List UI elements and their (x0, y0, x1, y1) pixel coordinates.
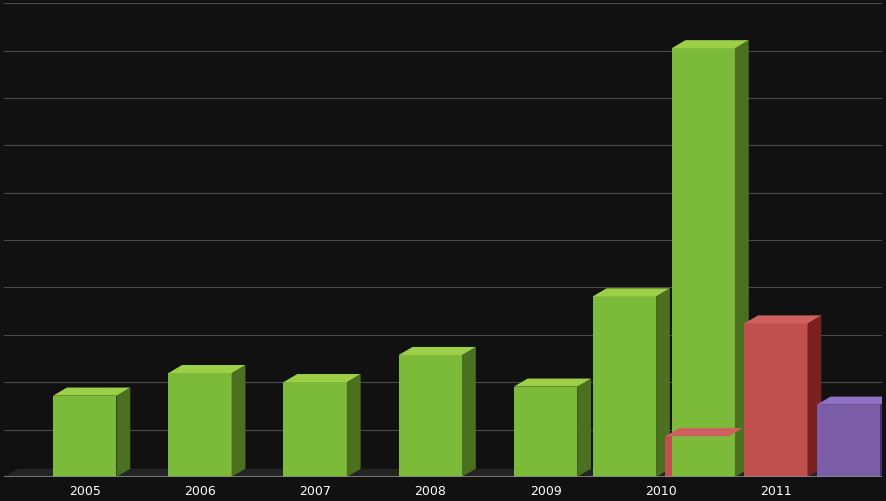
Polygon shape (665, 436, 728, 477)
Polygon shape (593, 297, 656, 477)
Polygon shape (4, 469, 870, 477)
Polygon shape (672, 49, 735, 477)
Polygon shape (168, 365, 245, 373)
Polygon shape (284, 374, 361, 382)
Polygon shape (231, 365, 245, 477)
Polygon shape (53, 388, 130, 396)
Polygon shape (284, 382, 346, 477)
Polygon shape (656, 289, 670, 477)
Polygon shape (744, 316, 821, 324)
Polygon shape (672, 41, 749, 49)
Polygon shape (514, 387, 577, 477)
Polygon shape (168, 373, 231, 477)
Polygon shape (346, 374, 361, 477)
Polygon shape (728, 428, 742, 477)
Polygon shape (817, 397, 886, 405)
Polygon shape (577, 379, 591, 477)
Polygon shape (399, 347, 476, 355)
Polygon shape (593, 289, 670, 297)
Polygon shape (514, 379, 591, 387)
Polygon shape (665, 428, 742, 436)
Polygon shape (399, 355, 462, 477)
Polygon shape (880, 397, 886, 477)
Polygon shape (735, 41, 749, 477)
Polygon shape (744, 324, 807, 477)
Polygon shape (817, 405, 880, 477)
Polygon shape (462, 347, 476, 477)
Polygon shape (807, 316, 821, 477)
Polygon shape (116, 388, 130, 477)
Polygon shape (53, 396, 116, 477)
